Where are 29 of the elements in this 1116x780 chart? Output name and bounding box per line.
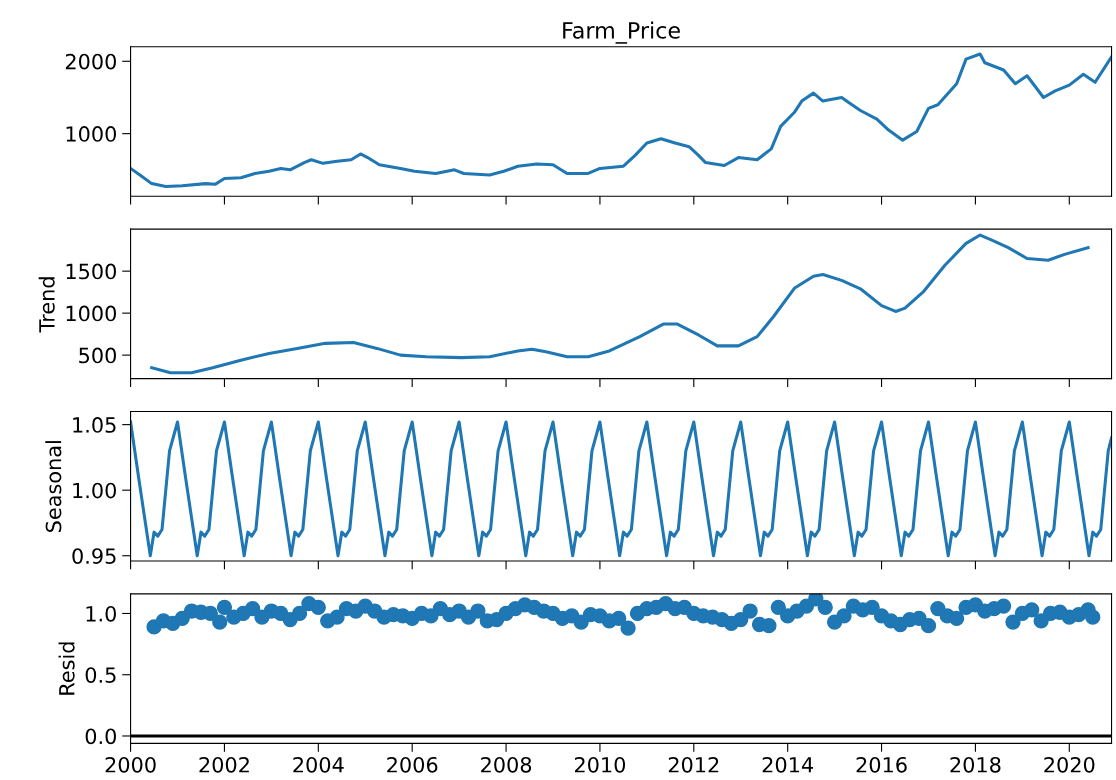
x-tick-label: 2012 [668,756,719,773]
x-tick-label: 2006 [387,756,438,773]
y-tick-label: 1000 [66,305,116,322]
x-tick-label: 2020 [1044,756,1095,773]
y-tick-label: 1.05 [73,417,116,433]
chart-title: Farm_Price [563,21,680,44]
x-tick-label: 2004 [293,756,344,773]
x-tick-label: 2014 [762,756,814,773]
y-axis-title: Seasonal [45,441,62,532]
line-series [150,233,1090,375]
x-tick-label: 2016 [856,756,907,773]
y-axis-title: Trend [38,277,55,333]
y-tick-label: 2000 [65,53,116,70]
x-tick-label: 2010 [574,756,626,773]
y-tick-label: 0.0 [85,728,116,745]
y-tick-label: 1000 [66,126,116,142]
x-tick-label: 2018 [950,756,1001,773]
y-tick-label: 1.0 [86,605,116,622]
x-tick-label: 2008 [481,756,532,773]
x-tick-label: 2000 [105,756,156,773]
y-tick-label: 1500 [66,263,116,280]
line-series [130,420,1112,558]
y-tick-label: 0.95 [72,548,116,564]
y-tick-label: 500 [79,347,116,364]
y-tick-label: 1.00 [73,482,116,499]
y-axis-title: Resid [58,642,75,695]
x-tick-label: 2002 [199,756,249,773]
line-series [130,52,1112,189]
y-tick-label: 0.5 [85,667,116,683]
